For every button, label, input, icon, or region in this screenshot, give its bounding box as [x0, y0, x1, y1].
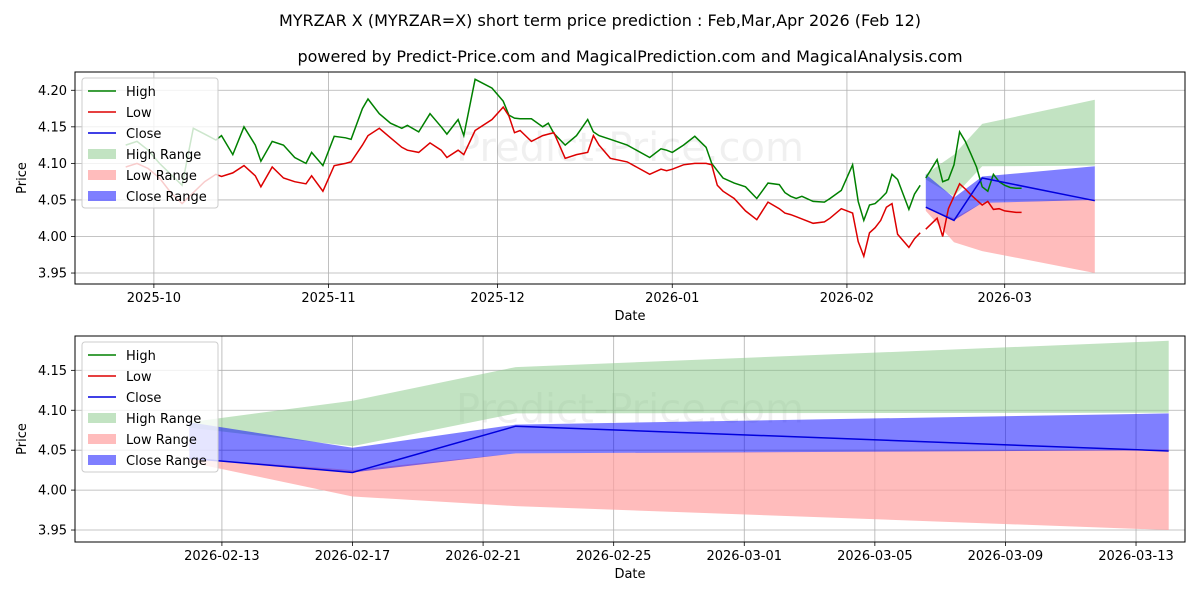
chart-subtitle: powered by Predict-Price.com and Magical… — [297, 47, 962, 66]
y-tick-label: 4.20 — [38, 84, 67, 99]
high-series-line — [125, 78, 921, 223]
legend-swatch — [88, 149, 116, 159]
legend-label: Close — [126, 127, 161, 142]
legend-label: Close Range — [126, 454, 207, 469]
watermark: Predict-Price.com — [456, 278, 804, 324]
legend-label: Close — [126, 391, 161, 406]
x-tick-label: 2025-10 — [127, 291, 181, 306]
low-series-line-recent — [925, 182, 1022, 237]
x-tick-label: 2026-03-01 — [706, 549, 782, 564]
x-tick-label: 2026-03-09 — [968, 549, 1044, 564]
legend-swatch — [88, 191, 116, 201]
legend: High Low Close High Range Low Range Close Ran… — [81, 341, 219, 473]
close-range-band — [925, 166, 1095, 221]
y-tick-label: 3.95 — [38, 267, 67, 282]
high-series-line-recent — [925, 129, 1022, 193]
x-tick-label: 2026-02-21 — [445, 549, 521, 564]
plot-frame — [74, 71, 1186, 285]
high-range-band — [189, 340, 1169, 447]
legend: High Low Close High Range Low Range Close Ran… — [81, 77, 219, 209]
x-tick-label: 2026-03-05 — [837, 549, 913, 564]
low-range-band — [189, 449, 1169, 530]
plot-frame — [74, 335, 1186, 543]
legend-label: Low Range — [126, 433, 197, 448]
legend-label: High — [126, 85, 156, 100]
top-panel: Predict-Price.comPredict-Price.com2025-1… — [15, 71, 1186, 324]
y-tick-label: 3.95 — [38, 524, 67, 539]
y-tick-label: 4.05 — [38, 193, 67, 208]
chart-title: MYRZAR X (MYRZAR=X) short term price pre… — [279, 11, 921, 30]
legend-label: Low Range — [126, 169, 197, 184]
x-axis-label: Date — [614, 309, 645, 324]
y-tick-label: 4.05 — [38, 444, 67, 459]
y-tick-label: 4.00 — [38, 230, 67, 245]
x-tick-label: 2026-02 — [820, 291, 874, 306]
y-tick-label: 4.10 — [38, 157, 67, 172]
bottom-panel: Predict-Price.comPredict-Price.com2026-0… — [15, 335, 1186, 582]
legend-swatch — [88, 170, 116, 180]
close-series-line — [189, 425, 1169, 474]
legend-swatch — [88, 434, 116, 444]
low-range-band — [925, 199, 1095, 273]
y-axis-label: Price — [15, 162, 30, 194]
close-range-band — [189, 413, 1169, 473]
legend-label: Low — [126, 106, 152, 121]
x-tick-label: 2026-03 — [978, 291, 1032, 306]
x-tick-label: 2025-12 — [470, 291, 524, 306]
y-axis-label: Price — [15, 423, 30, 455]
close-series-line — [925, 177, 1095, 222]
legend-swatch — [88, 455, 116, 465]
x-tick-label: 2025-11 — [301, 291, 355, 306]
legend-label: High — [126, 349, 156, 364]
x-tick-label: 2026-01 — [645, 291, 699, 306]
legend-label: High Range — [126, 412, 201, 427]
legend-label: Close Range — [126, 190, 207, 205]
x-tick-label: 2026-02-25 — [576, 549, 652, 564]
x-axis-label: Date — [614, 567, 645, 582]
y-tick-label: 4.15 — [38, 120, 67, 135]
legend-label: High Range — [126, 148, 201, 163]
legend-label: Low — [126, 370, 152, 385]
x-tick-label: 2026-02-13 — [184, 549, 260, 564]
y-tick-label: 4.10 — [38, 404, 67, 419]
high-range-band — [925, 99, 1095, 197]
legend-swatch — [88, 413, 116, 423]
low-series-line — [125, 105, 921, 259]
x-tick-label: 2026-02-17 — [315, 549, 391, 564]
x-tick-label: 2026-03-13 — [1098, 549, 1174, 564]
y-tick-label: 4.00 — [38, 484, 67, 499]
y-tick-label: 4.15 — [38, 364, 67, 379]
watermark: Predict-Price.com — [456, 536, 804, 582]
